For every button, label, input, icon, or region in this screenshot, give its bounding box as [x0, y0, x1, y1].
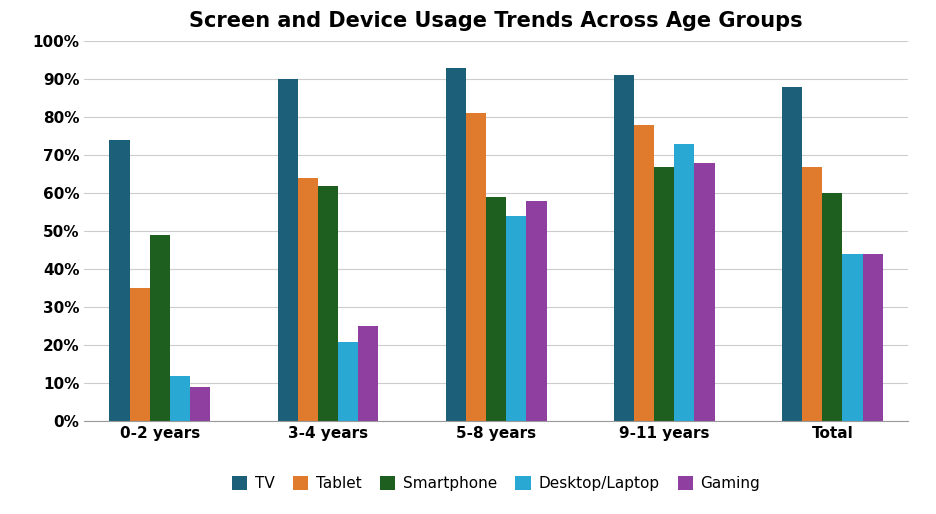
- Bar: [358, 326, 378, 421]
- Bar: [318, 186, 338, 421]
- Bar: [654, 167, 674, 421]
- Bar: [526, 201, 547, 421]
- Bar: [695, 163, 714, 421]
- Bar: [110, 140, 129, 421]
- Bar: [506, 216, 526, 421]
- Bar: [446, 68, 466, 421]
- Bar: [170, 376, 190, 421]
- Bar: [822, 193, 842, 421]
- Bar: [614, 76, 634, 421]
- Bar: [782, 87, 802, 421]
- Bar: [486, 197, 506, 421]
- Bar: [674, 144, 695, 421]
- Bar: [842, 254, 863, 421]
- Bar: [298, 178, 318, 421]
- Bar: [863, 254, 883, 421]
- Bar: [634, 125, 654, 421]
- Bar: [190, 387, 211, 421]
- Bar: [150, 235, 170, 421]
- Title: Screen and Device Usage Trends Across Age Groups: Screen and Device Usage Trends Across Ag…: [189, 11, 803, 31]
- Bar: [466, 114, 486, 421]
- Legend: TV, Tablet, Smartphone, Desktop/Laptop, Gaming: TV, Tablet, Smartphone, Desktop/Laptop, …: [226, 470, 767, 498]
- Bar: [802, 167, 822, 421]
- Bar: [278, 79, 298, 421]
- Bar: [129, 288, 150, 421]
- Bar: [338, 342, 358, 421]
